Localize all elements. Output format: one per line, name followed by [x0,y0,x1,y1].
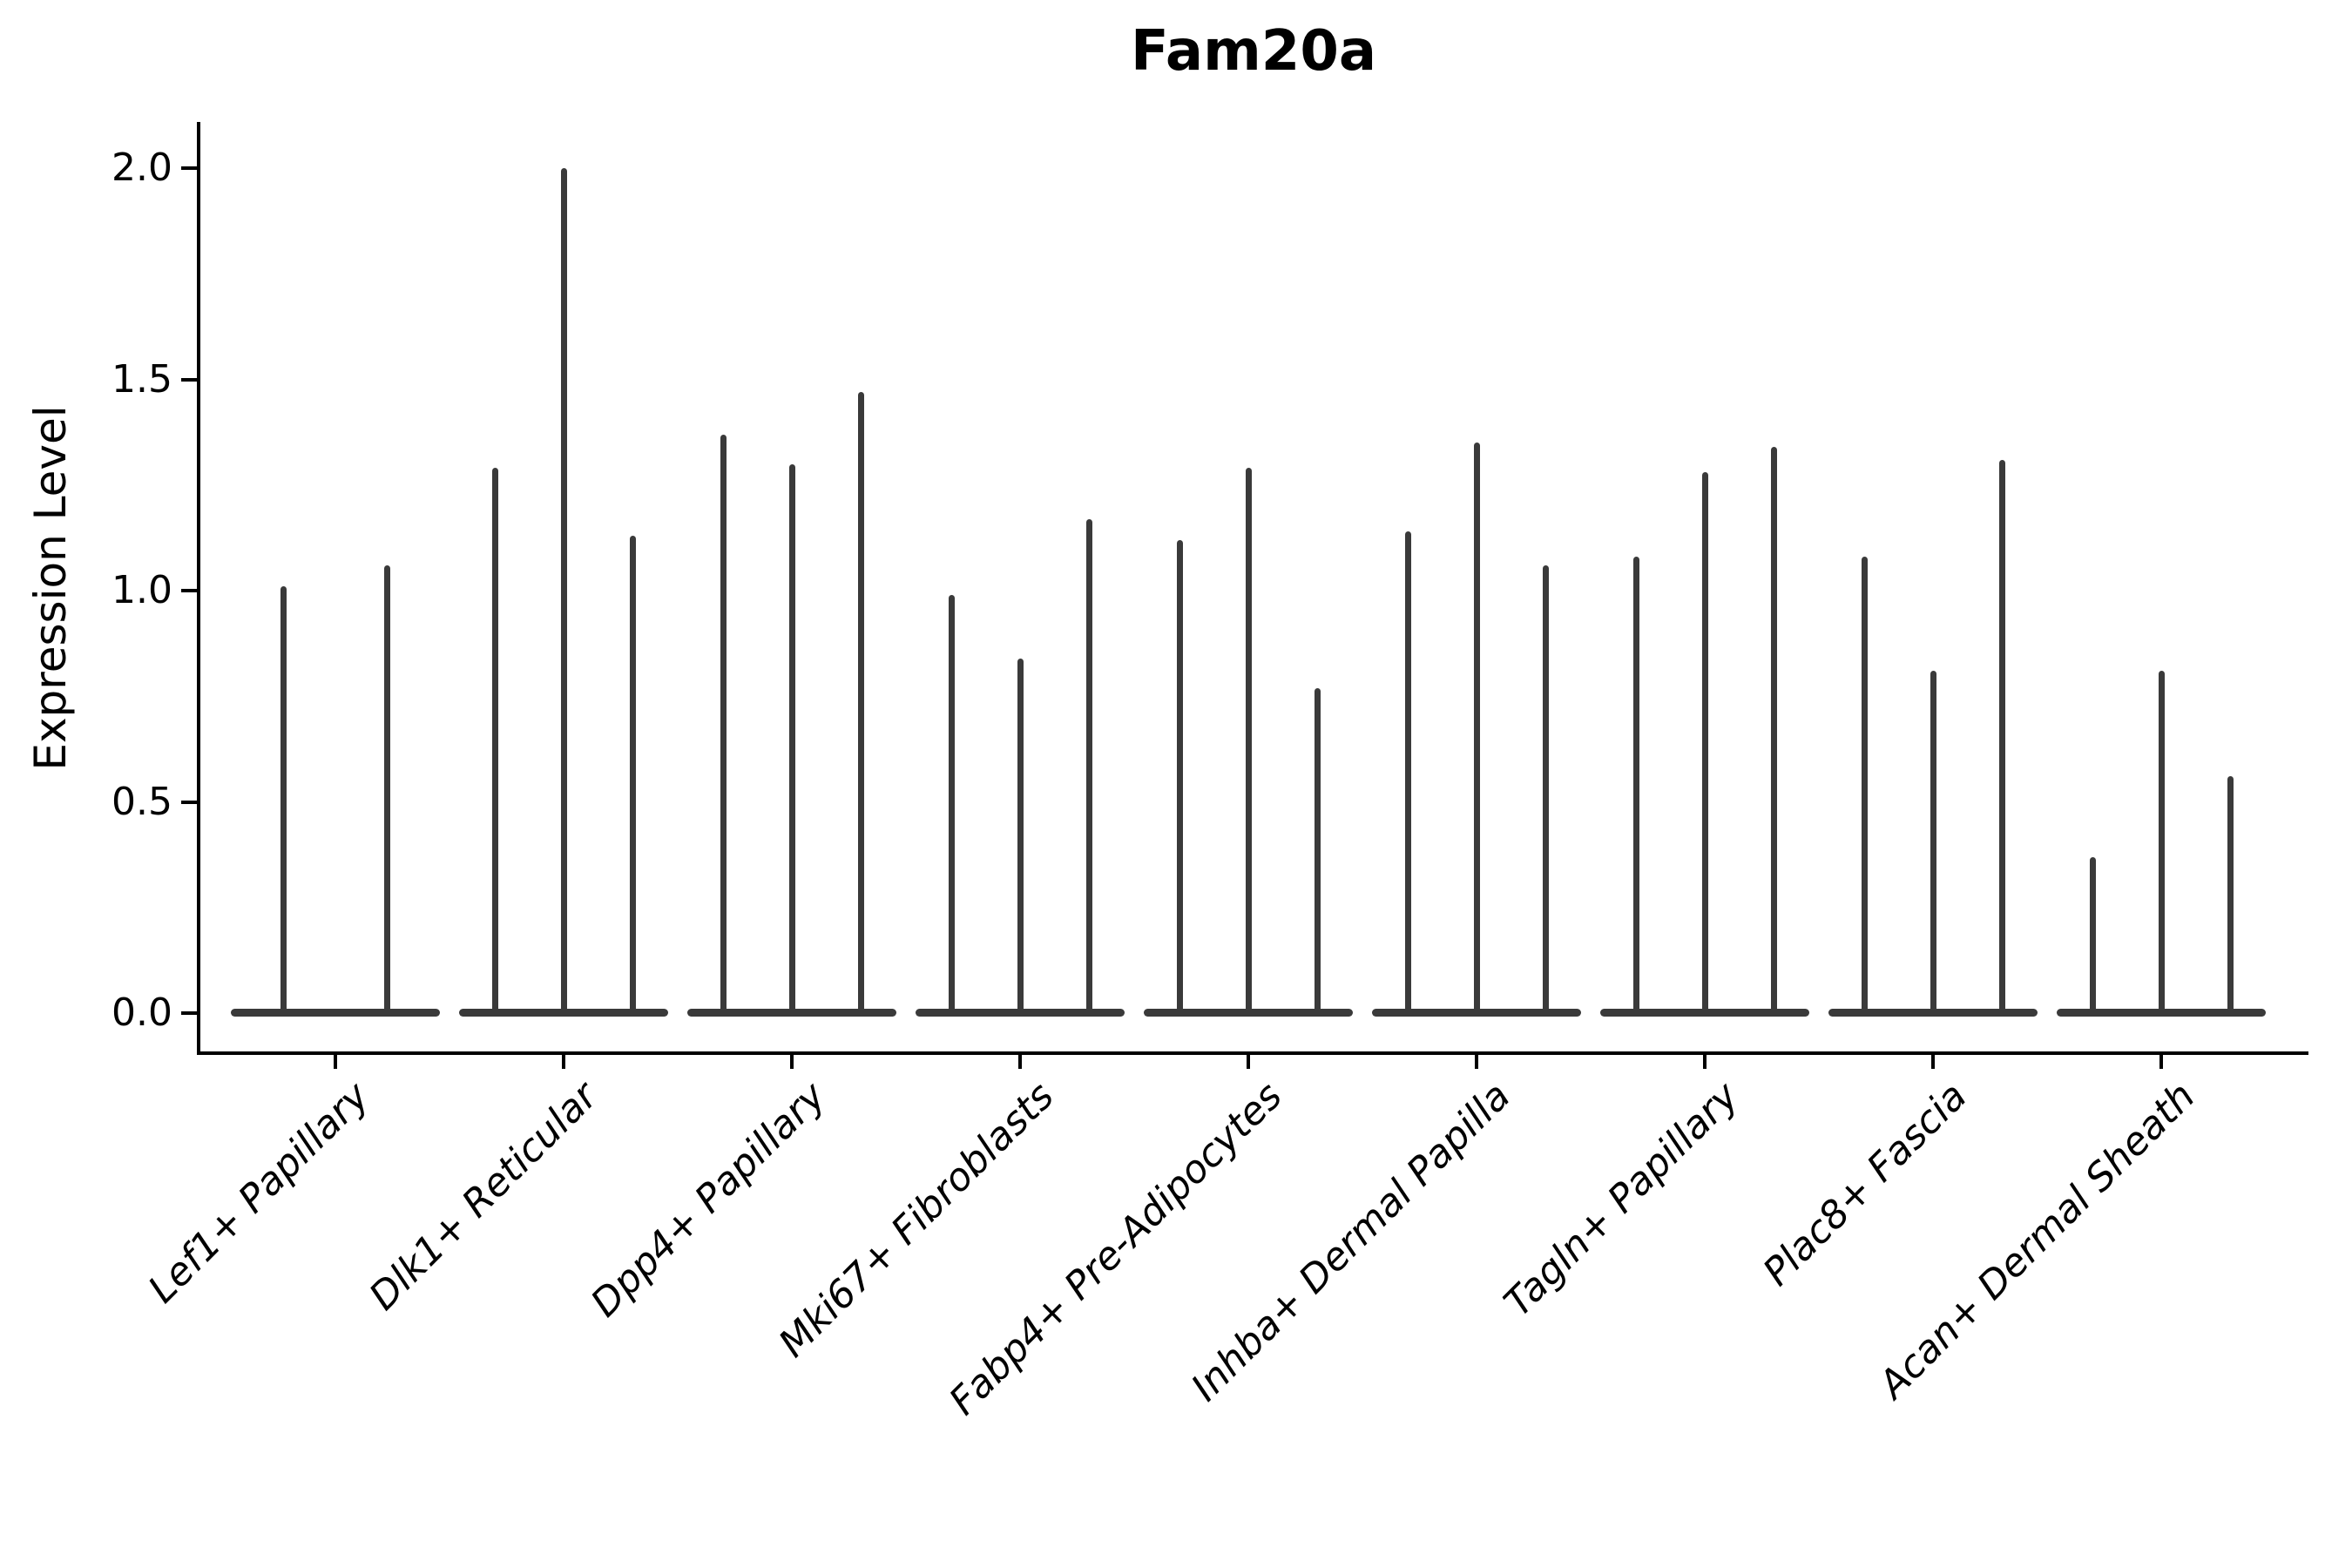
violin-spike [720,434,727,1016]
y-axis-spine [197,122,200,1055]
violin-spike [1998,459,2005,1016]
plot-title: Fam20a [1130,19,1377,84]
violin-base [231,1009,440,1017]
violin-spike [788,463,795,1016]
violin-spike [384,564,390,1016]
x-tick-label: Acan+ Dermal Sheath [1870,1073,2204,1408]
x-tick-label: Fabp4+ Pre-Adipocytes [941,1073,1291,1424]
violin-spike [1017,658,1024,1016]
violin-spike [857,392,864,1016]
violin-spike [629,535,636,1016]
violin-spike [1085,518,1092,1016]
x-tick-label: Plac8+ Fascia [1754,1073,1976,1295]
violin-spike [280,586,287,1016]
violin-spike [2158,671,2165,1016]
violin-spike [491,468,498,1016]
y-tick [181,166,199,170]
y-tick-label: 1.0 [112,568,172,612]
violin-spike [560,168,567,1016]
x-tick-label: Mki67+ Fibroblasts [770,1073,1063,1367]
violin-spike [1245,468,1252,1016]
x-tick [790,1055,794,1069]
x-tick [1931,1055,1935,1069]
x-tick-label: Inhba+ Dermal Papilla [1182,1073,1519,1410]
violin-spike [1176,539,1183,1016]
violin-spike [2227,776,2234,1016]
y-tick [181,800,199,804]
y-tick-label: 2.0 [112,145,172,190]
y-tick-label: 0.5 [112,779,172,824]
x-tick [2159,1055,2163,1069]
x-tick [1247,1055,1250,1069]
x-tick [334,1055,337,1069]
x-tick-label: Tagln+ Papillary [1496,1073,1747,1326]
x-tick [562,1055,565,1069]
x-tick [1703,1055,1707,1069]
y-tick-label: 0.0 [112,990,172,1035]
violin-spike [1701,472,1708,1016]
x-tick-label: Dpp4+ Papillary [582,1073,835,1326]
violin-spike [1770,447,1777,1016]
y-tick [181,589,199,592]
violin-spike [1930,671,1936,1016]
violin-spike [2089,856,2096,1016]
x-axis-spine [197,1051,2308,1055]
violin-spike [1632,557,1639,1016]
x-tick [1018,1055,1022,1069]
x-tick-label: Dlk1+ Reticular [361,1073,606,1320]
y-tick [181,1011,199,1015]
violin-spike [1404,531,1411,1016]
violin-spike [948,594,955,1016]
violin-spike [1861,557,1868,1016]
violin-spike [1542,564,1549,1016]
violin-spike [1314,687,1321,1016]
y-tick [181,377,199,382]
y-tick-label: 1.5 [112,356,172,402]
violin-spike [1473,443,1480,1016]
x-tick [1475,1055,1478,1069]
